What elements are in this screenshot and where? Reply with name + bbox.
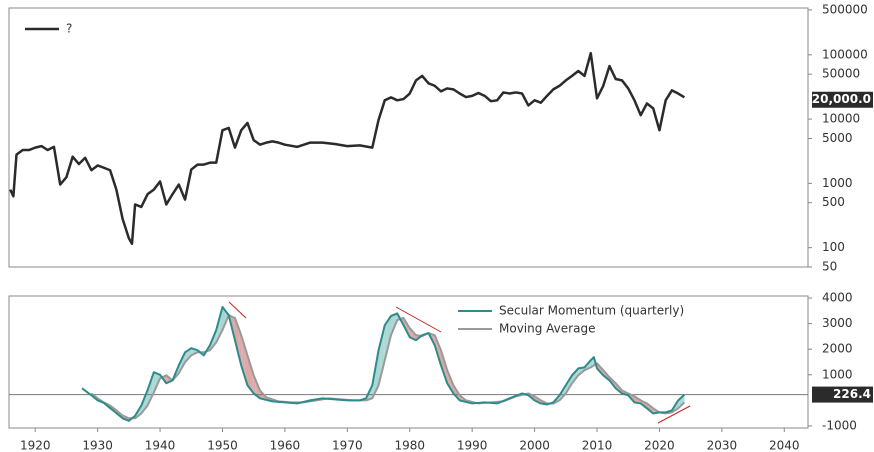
x-tick-label: 2030 (707, 439, 738, 452)
x-tick-label: 1990 (457, 439, 488, 452)
y-tick-label: 1000 (822, 176, 853, 190)
x-tick-label: 2020 (644, 439, 675, 452)
x-tick-label: 2000 (519, 439, 550, 452)
band (241, 335, 243, 371)
y-tick-label: 2000 (822, 342, 853, 356)
y-tick-label: 3000 (822, 316, 853, 330)
y-tick-label: 100000 (822, 47, 868, 61)
band (242, 340, 245, 376)
legend-label: Moving Average (499, 322, 595, 336)
y-tick-label: 50 (822, 260, 837, 274)
y-tick-label: 500000 (822, 2, 868, 16)
band (245, 350, 248, 386)
y-tick-label: -1000 (822, 418, 857, 432)
band (191, 348, 193, 356)
x-tick-label: 1930 (82, 439, 113, 452)
band (222, 307, 225, 331)
band (247, 355, 250, 388)
y-tick-label: 50000 (822, 67, 860, 81)
legend-label: ? (66, 22, 72, 36)
band (244, 345, 246, 381)
x-tick-label: 1960 (270, 439, 301, 452)
x-tick-label: 1970 (332, 439, 363, 452)
y-tick-label: 4000 (822, 291, 853, 305)
value-label: 226.4 (833, 387, 871, 401)
band (249, 360, 251, 390)
y-tick-label: 10000 (822, 112, 860, 126)
x-tick-label: 1920 (20, 439, 51, 452)
y-tick-label: 100 (822, 240, 845, 254)
series-line (81, 306, 686, 422)
y-tick-label: 5000 (822, 131, 853, 145)
trend-line (657, 405, 691, 424)
x-tick-label: 2040 (769, 439, 800, 452)
band (378, 343, 381, 386)
trend-line (228, 301, 247, 319)
x-tick-label: 1940 (145, 439, 176, 452)
x-tick-label: 2010 (582, 439, 613, 452)
legend-label: Secular Momentum (quarterly) (499, 304, 684, 318)
value-label-box (812, 91, 873, 108)
series-line (9, 51, 686, 245)
value-label: 20,000.0 (812, 92, 871, 106)
band (381, 331, 384, 373)
band (380, 337, 382, 380)
y-tick-label: 500 (822, 195, 845, 209)
trend-line (395, 306, 442, 333)
top-panel (8, 7, 809, 268)
value-label-box (812, 386, 873, 403)
x-tick-label: 1950 (207, 439, 238, 452)
series-line (90, 314, 686, 420)
x-tick-label: 1980 (394, 439, 425, 452)
band (384, 322, 387, 361)
band (383, 325, 385, 367)
y-tick-label: 1000 (822, 367, 853, 381)
bottom-panel (8, 295, 809, 429)
